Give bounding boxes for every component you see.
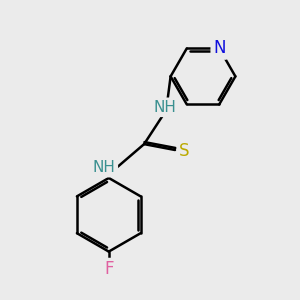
Text: S: S bbox=[179, 142, 190, 160]
Text: F: F bbox=[104, 260, 113, 278]
Text: NH: NH bbox=[93, 160, 116, 175]
Text: N: N bbox=[213, 39, 225, 57]
Text: NH: NH bbox=[153, 100, 176, 115]
